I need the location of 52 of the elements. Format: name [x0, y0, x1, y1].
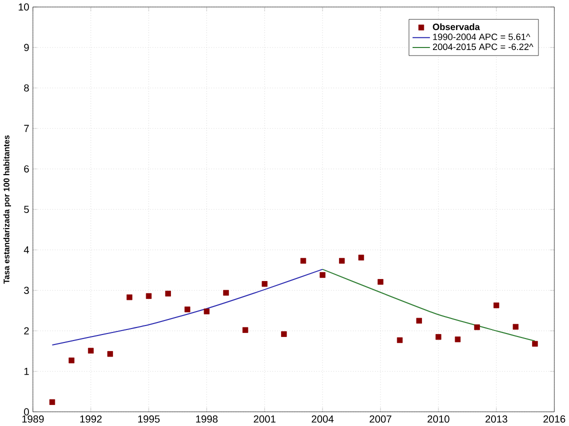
point: [378, 279, 384, 285]
point: [107, 351, 113, 357]
x-tick-label: 2010: [428, 415, 450, 423]
x-tick-label: 1992: [80, 415, 102, 423]
point: [454, 336, 461, 342]
point: [165, 290, 171, 296]
point: [320, 272, 326, 278]
y-tick-label: 3: [24, 286, 29, 294]
legend-label: Observada: [432, 23, 480, 30]
x-tick-label: 2004: [312, 415, 334, 423]
point: [436, 334, 442, 340]
point: [281, 331, 287, 337]
line-series: [52, 268, 324, 346]
y-axis-title: Tasa estandarizada por 100 habitantes: [3, 135, 11, 284]
point: [494, 302, 500, 308]
x-tick-label: 2001: [254, 415, 276, 423]
point: [416, 318, 422, 324]
x-tick-label: 2013: [486, 415, 508, 423]
point: [146, 293, 152, 299]
point: [339, 258, 345, 264]
y-tick-label: 0: [24, 408, 29, 416]
point: [300, 258, 306, 264]
y-tick-label: 1: [24, 368, 29, 375]
point: [184, 306, 190, 312]
point: [512, 324, 519, 330]
x-tick-label: 2016: [543, 415, 566, 423]
legend-label: 2004-2015 APC = -6.22^: [432, 44, 534, 50]
point: [532, 340, 538, 347]
y-tick-label: 2: [24, 327, 29, 334]
point: [262, 281, 268, 287]
x-tick-label: 1989: [22, 415, 44, 423]
x-tick-label: 2007: [370, 415, 392, 423]
point: [358, 254, 364, 260]
x-tick-label: 1995: [138, 415, 160, 423]
point: [242, 327, 248, 333]
legend-label: 1990-2004 APC = 5.61^: [433, 34, 530, 40]
y-tick-label: 6: [24, 165, 29, 173]
point: [88, 348, 94, 354]
point: [126, 294, 132, 300]
point: [204, 308, 210, 314]
point: [68, 358, 74, 364]
point: [396, 337, 403, 344]
x-tick-label: 1998: [196, 415, 218, 423]
y-tick-label: 5: [24, 206, 29, 213]
y-tick-label: 10: [18, 3, 29, 11]
point: [49, 399, 56, 405]
y-tick-label: 4: [24, 246, 30, 254]
y-tick-label: 9: [24, 44, 29, 52]
point: [223, 290, 229, 296]
point: [474, 324, 480, 330]
y-tick-label: 7: [24, 124, 29, 132]
y-tick-label: 8: [24, 84, 29, 92]
